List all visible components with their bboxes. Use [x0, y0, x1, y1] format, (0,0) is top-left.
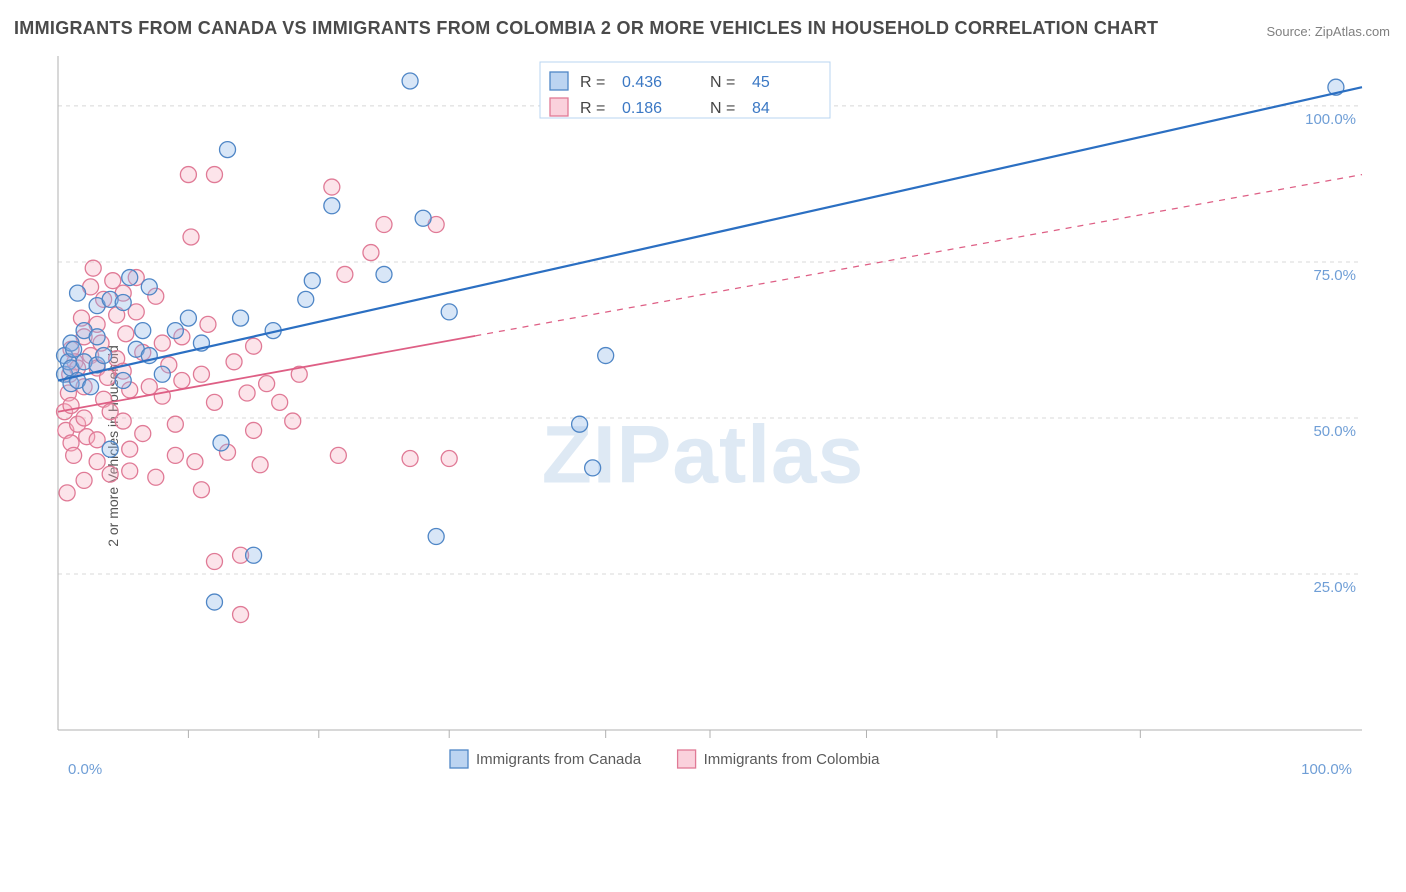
svg-text:84: 84: [752, 100, 770, 117]
svg-text:45: 45: [752, 74, 770, 91]
svg-text:50.0%: 50.0%: [1313, 423, 1356, 440]
svg-text:0.436: 0.436: [622, 74, 662, 91]
svg-text:100.0%: 100.0%: [1301, 761, 1352, 778]
source-attribution: Source: ZipAtlas.com: [1266, 24, 1390, 39]
svg-text:0.186: 0.186: [622, 100, 662, 117]
chart-svg: 25.0% 50.0% 75.0% 100.0% 0.0% 100.0% R = 0.436 N…: [50, 50, 1370, 850]
svg-text:Immigrants from Canada: Immigrants from Canada: [476, 751, 642, 768]
svg-text:0.0%: 0.0%: [68, 761, 102, 778]
chart-title: IMMIGRANTS FROM CANADA VS IMMIGRANTS FRO…: [14, 18, 1158, 39]
plot-area: 25.0% 50.0% 75.0% 100.0% 0.0% 100.0% R = 0.436 N…: [50, 50, 1370, 810]
svg-text:75.0%: 75.0%: [1313, 267, 1356, 284]
svg-text:Immigrants from Colombia: Immigrants from Colombia: [704, 751, 881, 768]
svg-text:N =: N =: [710, 100, 735, 117]
svg-text:25.0%: 25.0%: [1313, 579, 1356, 596]
chart-container: IMMIGRANTS FROM CANADA VS IMMIGRANTS FRO…: [0, 0, 1406, 892]
svg-text:R =: R =: [580, 100, 605, 117]
svg-text:R =: R =: [580, 74, 605, 91]
svg-text:100.0%: 100.0%: [1305, 111, 1356, 128]
svg-text:N =: N =: [710, 74, 735, 91]
